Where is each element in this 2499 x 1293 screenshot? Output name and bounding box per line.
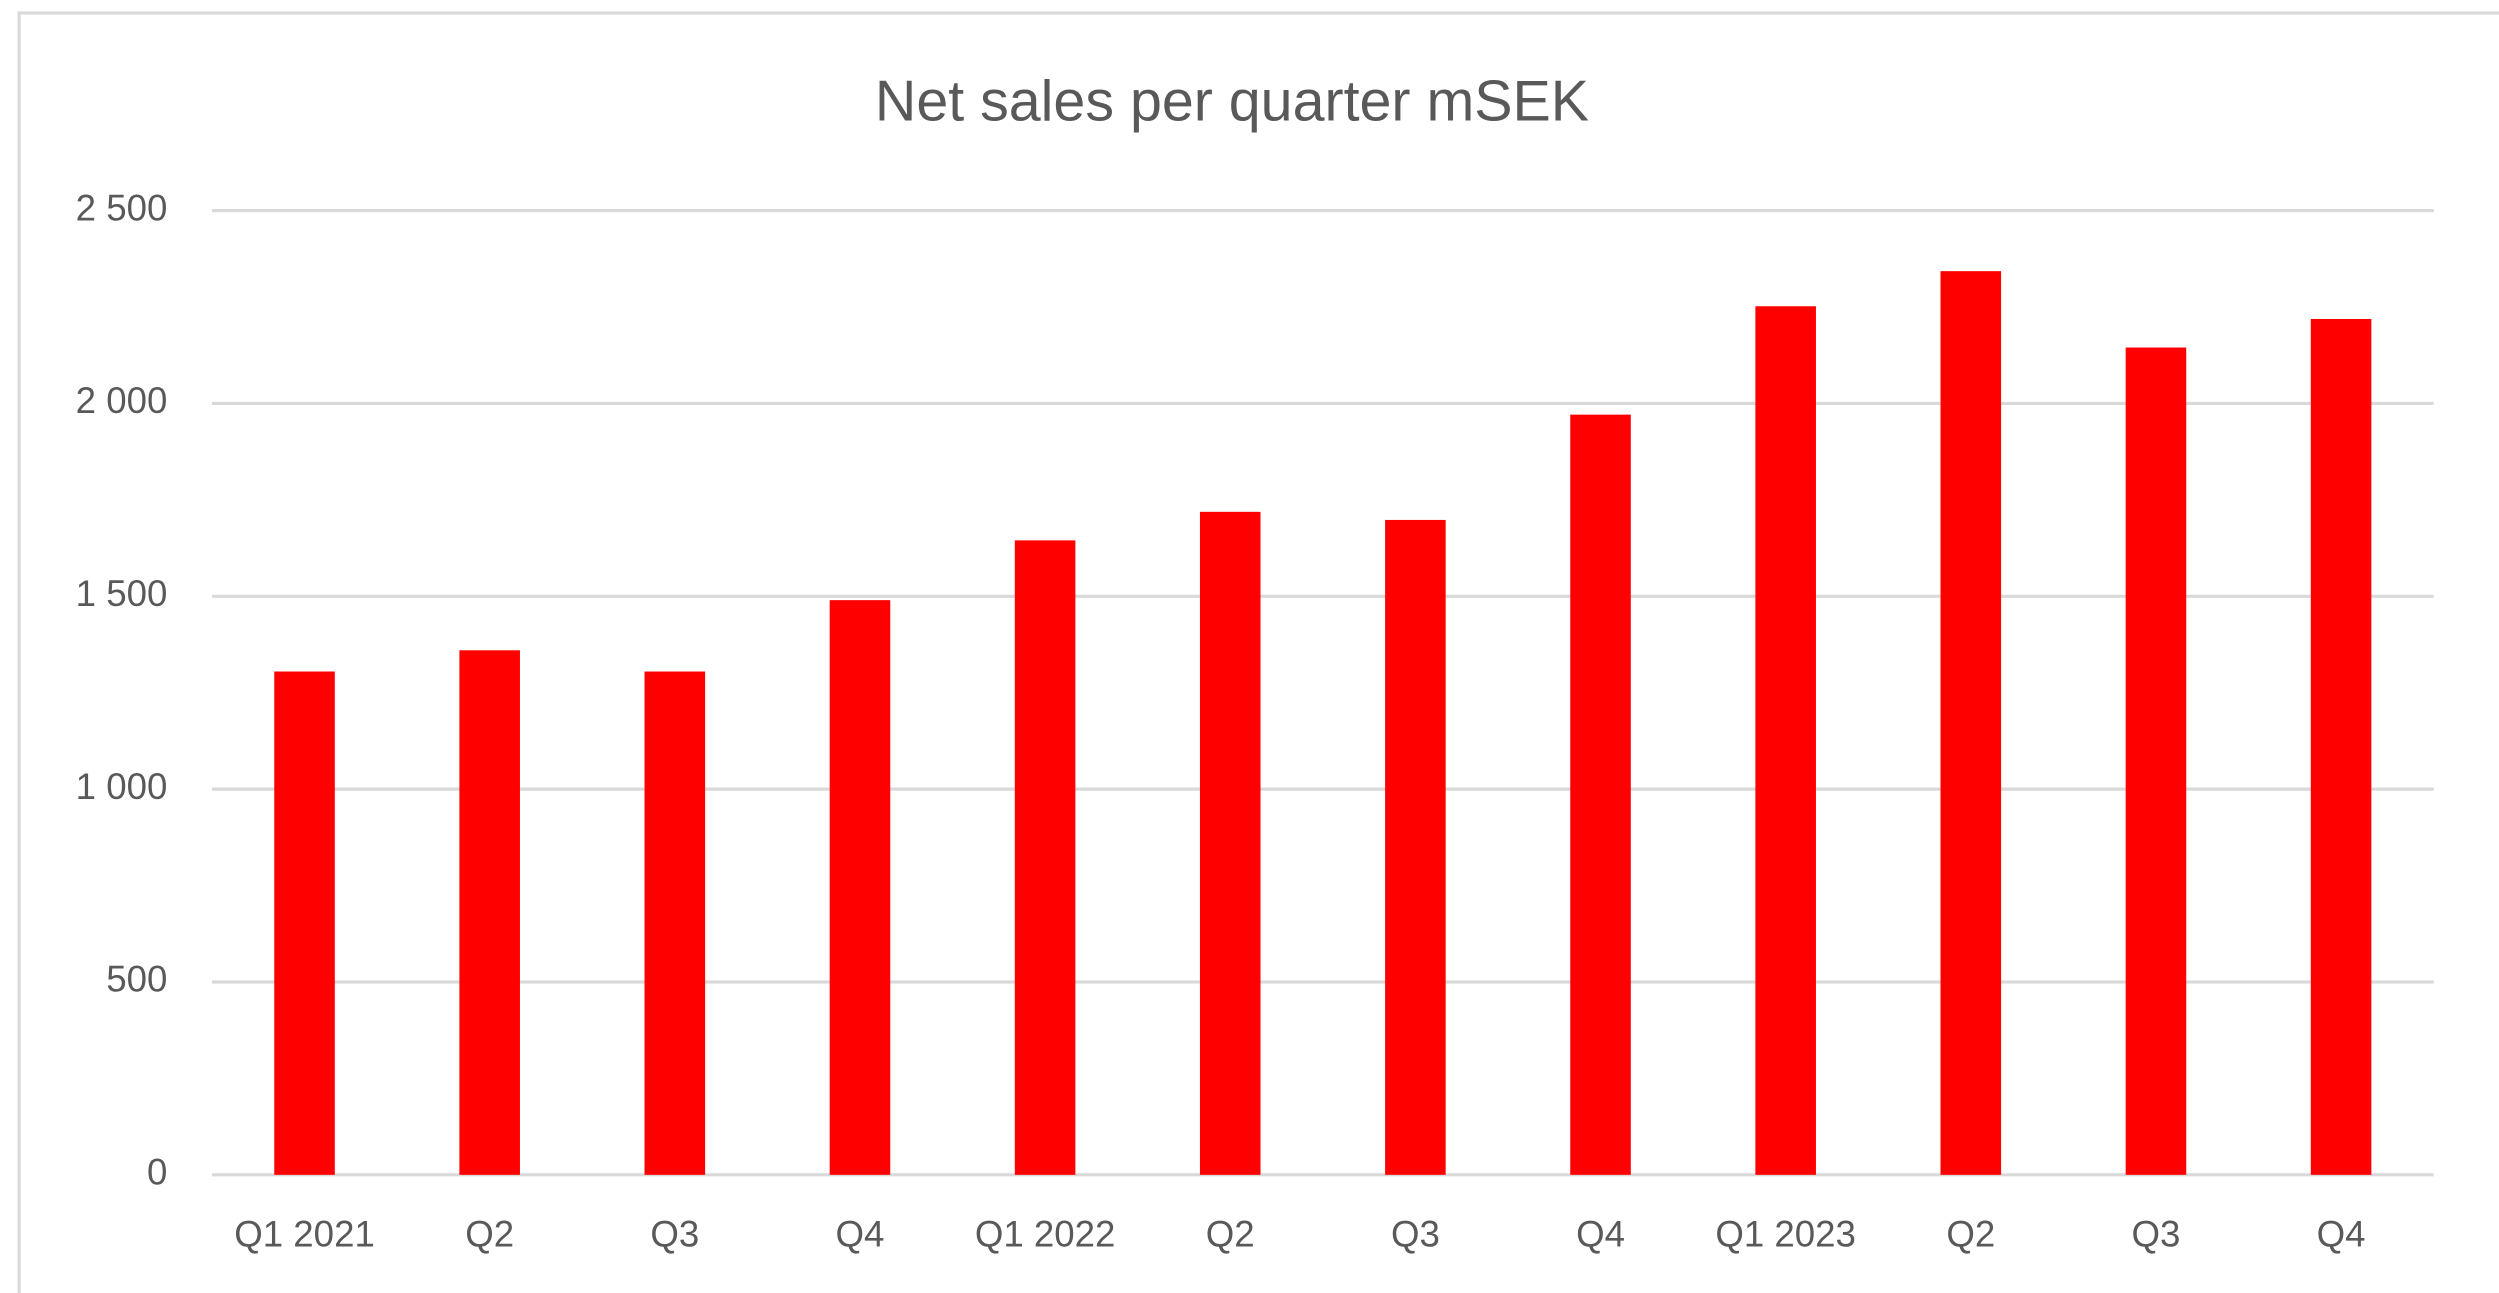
x-tick-label: Q1 2022 — [975, 1214, 1116, 1255]
x-tick-label: Q4 — [1576, 1214, 1625, 1255]
x-tick-label: Q2 — [1206, 1214, 1255, 1255]
x-tick-label: Q2 — [1946, 1214, 1995, 1255]
chart-title: Net sales per quarter mSEK — [875, 70, 1589, 134]
y-tick-label: 2 000 — [76, 380, 168, 421]
x-tick-label: Q4 — [836, 1214, 885, 1255]
bar — [1755, 306, 1816, 1175]
bar — [1385, 519, 1446, 1175]
y-tick-label: 2 500 — [76, 187, 168, 228]
y-tick-label: 1 500 — [76, 573, 168, 614]
x-tick-label: Q1 2021 — [234, 1214, 375, 1255]
bar — [644, 671, 706, 1175]
x-tick-label: Q3 — [650, 1214, 699, 1255]
y-tick-label: 0 — [147, 1152, 167, 1193]
x-tick-label: Q1 2023 — [1715, 1214, 1856, 1255]
x-tick-label: Q4 — [2317, 1214, 2366, 1255]
x-tick-label: Q3 — [2132, 1214, 2181, 1255]
bar — [274, 671, 335, 1175]
bar — [459, 650, 520, 1175]
bar — [829, 600, 891, 1175]
bar — [1199, 511, 1261, 1175]
bar — [2310, 318, 2372, 1175]
y-tick-label: 1 000 — [76, 766, 168, 807]
bar — [1940, 271, 2002, 1175]
bar — [1570, 414, 1631, 1175]
bar — [2125, 347, 2187, 1175]
y-tick-label: 500 — [106, 959, 167, 1000]
x-tick-label: Q3 — [1391, 1214, 1440, 1255]
bar — [1014, 540, 1076, 1175]
x-tick-label: Q2 — [465, 1214, 514, 1255]
